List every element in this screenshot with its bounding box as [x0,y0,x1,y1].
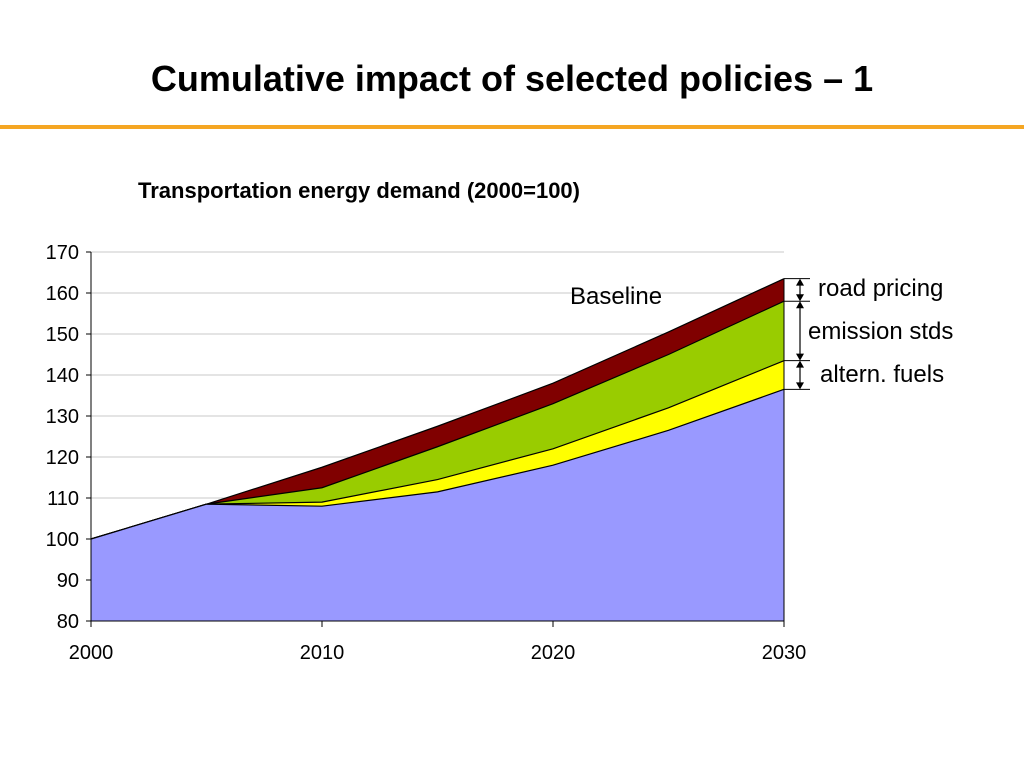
road-pricing-label: road pricing [818,275,943,302]
annotations: Baseline road pricing emission stds alte… [570,275,953,390]
y-tick-label: 90 [57,570,79,592]
chart-title: Transportation energy demand (2000=100) [138,178,580,203]
y-tick-label: 100 [46,529,79,551]
altern-fuels-label: altern. fuels [820,361,944,388]
slide-title: Cumulative impact of selected policies –… [150,58,874,99]
y-tick-label: 170 [46,242,79,264]
y-tick-label: 80 [57,611,79,633]
emission-stds-arrow-down [796,353,804,361]
x-tick-label: 2020 [531,642,576,664]
title-divider [0,125,1024,129]
y-tick-label: 110 [47,488,79,510]
emission-stds-label: emission stds [808,318,953,345]
x-tick-label: 2010 [300,642,345,664]
axes: 80 90 100 110 120 130 140 150 160 170 2000 2010 2020… [46,242,807,664]
road-pricing-arrow-down [796,294,804,302]
y-tick-label: 150 [46,324,79,346]
policy-total-line [90,388,785,540]
y-tick-label: 140 [46,365,79,387]
x-tick-label: 2030 [762,642,807,664]
road-pricing-arrow-up [796,278,804,286]
altern-fuels-arrow-down [796,382,804,390]
y-tick-label: 160 [46,283,79,305]
baseline-label: Baseline [570,283,662,310]
stacked-areas [90,278,785,621]
altern-fuels-arrow-up [796,360,804,368]
policy-total-area [91,389,784,621]
y-tick-label: 120 [46,447,79,469]
emission-stds-arrow-up [796,301,804,309]
x-tick-label: 2000 [69,642,114,664]
y-tick-label: 130 [46,406,79,428]
